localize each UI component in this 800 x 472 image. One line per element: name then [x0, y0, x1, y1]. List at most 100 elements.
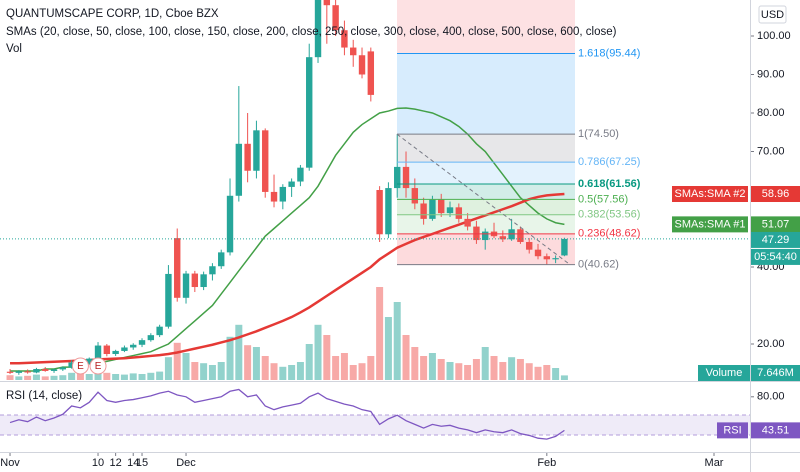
fib-zone: [397, 162, 575, 184]
volume-bar: [411, 347, 419, 380]
last-price: 47.29: [762, 234, 790, 246]
candle-body: [376, 190, 383, 235]
volume-bar: [446, 362, 454, 380]
volume-bar: [85, 374, 93, 380]
candle-body: [226, 195, 234, 253]
volume-bar: [367, 356, 375, 380]
volume-bar: [358, 363, 366, 380]
candle-body: [473, 226, 480, 241]
volume-bar: [376, 287, 384, 380]
volume-bar: [349, 365, 357, 380]
sma-value: 51.07: [762, 218, 790, 230]
candle-body: [68, 362, 75, 368]
volume-bar: [332, 356, 340, 380]
rsi-name: RSI: [723, 424, 741, 436]
fib-label: 0.236(48.62): [578, 228, 640, 240]
candle-body: [438, 199, 445, 214]
candle-body: [209, 266, 216, 275]
volume-bar: [552, 368, 560, 380]
volume-bar: [15, 376, 23, 380]
volume-bar: [235, 324, 243, 380]
volume-bar: [384, 317, 392, 380]
volume-bar: [200, 363, 208, 380]
volume-bar: [314, 324, 322, 380]
y-tick-label: 20.00: [757, 338, 785, 350]
volume-bar: [420, 356, 428, 380]
fib-zone: [397, 214, 575, 234]
currency-box[interactable]: [758, 5, 787, 24]
candle-body: [323, 0, 331, 6]
candle-body: [130, 344, 137, 348]
candle-body: [262, 130, 269, 192]
x-tick-label: Mar: [705, 457, 724, 469]
candle-body: [244, 143, 251, 171]
candle-body: [86, 358, 93, 364]
volume-name: Volume: [706, 367, 743, 379]
volume-bar: [393, 302, 401, 380]
volume-bar: [191, 362, 199, 380]
indicator-title: SMAs (20, close, 50, close, 100, close, …: [6, 26, 617, 38]
candle-body: [279, 186, 287, 202]
volume-bar: [279, 366, 287, 380]
volume-bar: [490, 356, 498, 380]
volume-bar: [244, 345, 252, 380]
sma-name: SMAs:SMA #1: [675, 218, 746, 230]
volume-bar: [6, 375, 14, 380]
fib-zone: [397, 53, 575, 135]
countdown: 05:54:40: [754, 251, 797, 263]
volume-bar: [156, 371, 164, 380]
volume-bar: [464, 365, 472, 380]
candle-body: [6, 371, 14, 373]
x-tick-label: 12: [110, 457, 122, 469]
fib-label: 0.5(57.56): [578, 193, 628, 205]
x-tick-label: Nov: [0, 457, 20, 469]
fib-zone: [397, 134, 575, 163]
x-tick-label: 15: [136, 457, 148, 469]
volume-bar: [50, 375, 58, 380]
y-tick-label: 80.00: [757, 107, 785, 119]
y-tick-label: 90.00: [757, 68, 785, 80]
volume-bar: [534, 366, 542, 380]
volume-bar: [138, 374, 146, 380]
candle-body: [332, 5, 339, 31]
candle-body: [235, 143, 243, 196]
fib-zone: [397, 183, 575, 200]
volume-bar: [252, 347, 260, 380]
candle-body: [218, 252, 225, 267]
candle-body: [182, 273, 190, 298]
candle-body: [191, 273, 199, 288]
fib-trend-line: [396, 133, 571, 266]
volume-bar: [402, 335, 410, 380]
volume-title: Vol: [6, 43, 22, 55]
currency[interactable]: USD: [761, 9, 784, 21]
volume-bar: [481, 347, 489, 380]
x-tick-label: 14: [127, 457, 139, 469]
candle-body: [42, 369, 49, 371]
volume-bar: [499, 362, 507, 380]
candle-body: [464, 218, 471, 227]
volume-bar: [428, 353, 436, 380]
sma-value-box: [751, 186, 800, 203]
fib-label: 1(74.50): [578, 128, 619, 140]
volume-bar: [173, 342, 181, 380]
rsi-tick-label: 80.00: [757, 391, 785, 403]
candle-body: [112, 350, 119, 355]
candle-body: [306, 57, 313, 168]
candle-body: [121, 347, 128, 351]
volume-bar: [323, 335, 331, 380]
candle-body: [561, 238, 568, 256]
volume-bar: [560, 375, 568, 380]
fib-label: 0.382(53.56): [578, 209, 640, 221]
volume-bar: [340, 353, 348, 380]
volume-bar: [543, 365, 551, 380]
rsi-band: [0, 415, 750, 435]
candle-body: [138, 340, 146, 345]
volume-bar: [24, 375, 32, 380]
volume-bar: [305, 344, 313, 380]
candle-body: [50, 369, 58, 371]
volume-bar: [103, 372, 111, 380]
candle-body: [411, 188, 419, 204]
candle-body: [367, 51, 375, 95]
volume-bar: [147, 372, 155, 380]
candle-body: [517, 229, 524, 242]
